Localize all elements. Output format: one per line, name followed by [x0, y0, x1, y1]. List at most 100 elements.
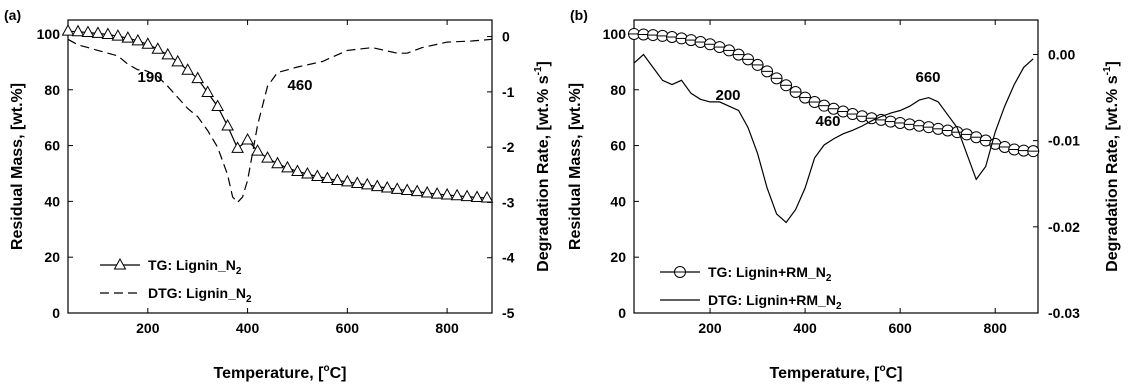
- data-point-triangle: [340, 174, 354, 187]
- y-left-tick-label: 40: [610, 193, 626, 209]
- x-tick-label: 800: [984, 320, 1008, 336]
- data-point-triangle: [370, 179, 384, 192]
- x-tick-label: 400: [793, 320, 817, 336]
- data-point-triangle: [111, 29, 125, 41]
- x-axis-title-end: C]: [886, 365, 903, 382]
- legend-label: DTG: Lignin_N2: [148, 285, 252, 305]
- data-point-triangle: [101, 27, 115, 40]
- legend-label-main: TG: Lignin+RM_N: [708, 264, 826, 280]
- data-point-triangle: [81, 25, 95, 38]
- legend-marker-triangle: [113, 257, 127, 270]
- panel-a: 200 400 600 800 0 20 40 60 80 100 0 -1 -2 -3 -4 -5 (a) Te…: [4, 7, 552, 382]
- data-point-triangle: [271, 156, 284, 169]
- y-left-tick-label: 0: [618, 305, 626, 321]
- annotation-label: 460: [287, 77, 312, 94]
- y-right-axis-title-sup: -1: [533, 66, 544, 75]
- y-left-tick-label: 0: [52, 305, 60, 321]
- y-left-tick-label: 60: [610, 138, 626, 154]
- y-right-tick-label: -5: [502, 305, 515, 321]
- legend-label: DTG: Lignin+RM_N2: [708, 292, 842, 312]
- legend-label-sub: 2: [826, 273, 832, 284]
- y-right-axis-title: Degradation Rate, [wt.% s-1]: [533, 61, 552, 272]
- data-point-triangle: [121, 31, 135, 43]
- data-point-triangle: [61, 24, 75, 36]
- data-point-triangle: [350, 176, 364, 189]
- legend-label-sub: 2: [236, 266, 242, 277]
- data-point-triangle: [420, 185, 434, 198]
- data-point-triangle: [410, 184, 424, 197]
- legend-label-sub: 2: [836, 301, 842, 312]
- y-left-tick-label: 80: [610, 82, 626, 98]
- data-point-triangle: [191, 71, 205, 84]
- legend-label: TG: Lignin+RM_N2: [708, 264, 832, 284]
- x-tick-label: 600: [888, 320, 912, 336]
- x-axis-title-sup: o: [879, 363, 885, 374]
- data-point-triangle: [331, 173, 344, 185]
- data-point-triangle: [261, 151, 274, 163]
- x-axis-title-main: Temperature, [: [770, 365, 881, 382]
- data-point-triangle: [470, 190, 484, 202]
- data-point-triangle: [151, 42, 165, 54]
- annotation-label: 200: [715, 87, 740, 104]
- data-point-triangle: [141, 37, 155, 49]
- data-point-triangle: [231, 141, 244, 153]
- data-point-triangle: [311, 169, 324, 182]
- data-point-triangle: [460, 189, 474, 202]
- y-right-tick-label: -0.02: [1048, 219, 1080, 235]
- data-point-triangle: [360, 177, 374, 190]
- y-right-axis-title-end: ]: [1104, 61, 1121, 66]
- y-right-axis-title-sup: -1: [1102, 66, 1113, 75]
- y-right-axis-title-main: Degradation Rate, [wt.% s: [535, 75, 552, 272]
- y-left-tick-label: 20: [610, 249, 626, 265]
- data-point-triangle: [251, 144, 264, 156]
- y-right-axis-title-main: Degradation Rate, [wt.% s: [1104, 75, 1121, 272]
- plot-frame: [633, 19, 1039, 314]
- data-point-triangle: [321, 171, 334, 183]
- x-axis-title-end: C]: [330, 365, 347, 382]
- y-right-tick-label: -0.03: [1048, 305, 1080, 321]
- annotation-label: 460: [815, 113, 840, 130]
- y-left-tick-label: 100: [37, 26, 61, 42]
- data-point-triangle: [430, 187, 444, 199]
- data-point-triangle: [291, 164, 304, 177]
- y-left-tick-label: 60: [44, 138, 60, 154]
- y-right-tick-label: -2: [502, 139, 515, 155]
- x-axis-title-sup: o: [323, 363, 329, 374]
- data-point-triangle: [201, 85, 215, 98]
- data-point-triangle: [161, 47, 175, 60]
- x-tick-label: 200: [136, 320, 160, 336]
- legend-label-sub: 2: [246, 294, 252, 305]
- data-point-triangle: [171, 54, 185, 67]
- y-right-axis-title: Degradation Rate, [wt.% s-1]: [1102, 61, 1121, 272]
- y-right-axis-title-end: ]: [535, 61, 552, 66]
- y-left-tick-label: 100: [603, 26, 627, 42]
- annotation-label: 660: [915, 69, 940, 86]
- data-point-triangle: [450, 188, 464, 201]
- data-point-triangle: [221, 119, 234, 131]
- y-right-tick-label: -0.01: [1048, 133, 1080, 149]
- x-tick-label: 200: [698, 320, 722, 336]
- data-point-triangle: [440, 187, 454, 200]
- data-point-triangle: [301, 166, 314, 179]
- legend-label-main: DTG: Lignin+RM_N: [708, 292, 836, 308]
- y-left-tick-label: 40: [44, 193, 60, 209]
- x-axis-title-main: Temperature, [: [214, 365, 325, 382]
- plot-frame: [67, 19, 493, 314]
- annotation-label: 190: [137, 69, 162, 86]
- data-point-triangle: [131, 33, 145, 46]
- data-point-triangle: [91, 26, 105, 38]
- data-point-triangle: [241, 132, 254, 145]
- panel-b: 200 400 600 800 0 20 40 60 80 100 0.00 -0.01 -0.02 -0…: [567, 7, 1121, 382]
- y-left-axis-title: Residual Mass, [wt.%]: [567, 83, 584, 250]
- y-right-tick-label: 0.00: [1048, 46, 1075, 62]
- legend-label-main: DTG: Lignin_N: [148, 285, 246, 301]
- y-right-tick-label: -3: [502, 194, 515, 210]
- y-right-tick-label: -4: [502, 250, 515, 266]
- panel-label: (b): [570, 7, 588, 23]
- x-tick-label: 600: [336, 320, 360, 336]
- series-line-0: [67, 30, 488, 199]
- y-left-tick-label: 80: [44, 82, 60, 98]
- data-point-triangle: [380, 180, 394, 193]
- data-point-triangle: [281, 160, 294, 173]
